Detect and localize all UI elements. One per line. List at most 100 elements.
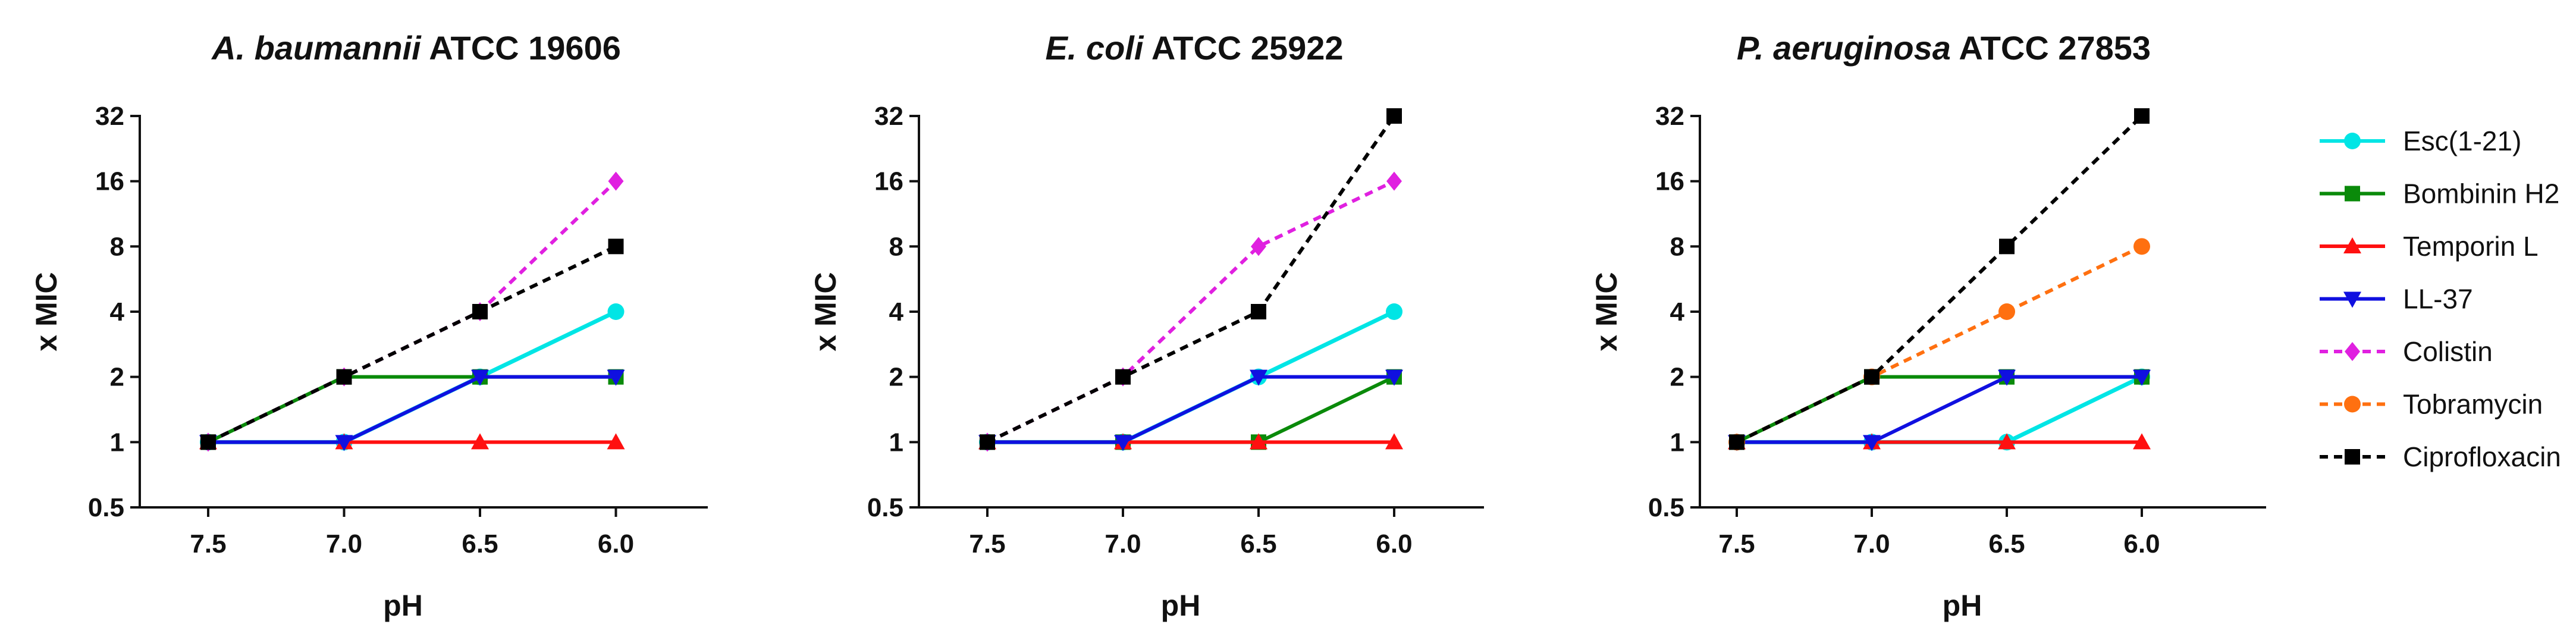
data-point [335, 435, 353, 451]
legend-item-ll-37: LL-37 [2320, 284, 2473, 315]
x-tick-label: 6.5 [1240, 529, 1276, 559]
data-point [1386, 171, 1402, 191]
data-point [980, 434, 995, 450]
legend-item-tobramycin: Tobramycin [2320, 389, 2543, 420]
data-point [1385, 433, 1403, 450]
data-point [1385, 369, 1403, 386]
legend-item-esc-1-21: Esc(1-21) [2320, 126, 2521, 156]
data-point [1863, 435, 1881, 451]
series-ciprofloxacin [980, 108, 1402, 450]
y-tick-label: 2 [889, 363, 903, 392]
data-point [336, 369, 352, 385]
y-tick-label: 16 [874, 167, 903, 196]
data-point [1251, 237, 1266, 256]
series-line [208, 375, 616, 444]
y-tick-label: 32 [95, 102, 124, 131]
y-axis-label: x MIC [30, 272, 63, 351]
x-tick-label: 7.5 [969, 529, 1005, 559]
y-tick-label: 0.5 [1648, 493, 1684, 522]
y-tick-label: 1 [110, 428, 124, 457]
y-tick-label: 1 [1670, 428, 1684, 457]
y-tick-label: 4 [889, 297, 904, 327]
data-point [607, 303, 625, 320]
y-tick-label: 1 [889, 428, 903, 457]
legend-label: Temporin L [2403, 231, 2539, 262]
legend-marker [2345, 449, 2360, 465]
y-tick-label: 0.5 [88, 493, 124, 522]
data-point [608, 239, 624, 255]
chart-panel-2: E. coli ATCC 25922 0.5 1 2 4 8 16 32 7.5 7.0 6.5 6.… [809, 29, 1484, 622]
legend-marker [2345, 342, 2360, 361]
data-point [2133, 238, 2150, 255]
legend-marker [2343, 237, 2361, 253]
data-point [607, 369, 625, 386]
data-point [1999, 239, 2015, 255]
data-point [1729, 434, 1744, 450]
data-point [1998, 369, 2016, 386]
y-tick-label: 0.5 [867, 493, 903, 522]
data-point [1998, 303, 2015, 320]
data-point [1114, 435, 1132, 451]
series-line [986, 179, 1395, 444]
data-point [1251, 304, 1266, 319]
series-ll-37 [978, 369, 1403, 451]
legend-label: Tobramycin [2403, 389, 2543, 420]
series-ll-37 [199, 369, 625, 451]
y-tick-label: 16 [1655, 167, 1684, 196]
data-point [472, 304, 488, 319]
series-line [987, 375, 1394, 444]
series-tobramycin [1728, 238, 2150, 451]
x-axis-label: pH [1161, 589, 1201, 622]
data-point [607, 433, 625, 450]
legend-marker [2344, 396, 2361, 413]
x-tick-label: 7.0 [326, 529, 362, 559]
series-line [207, 180, 617, 444]
data-point [471, 369, 489, 386]
legend-item-temporin-l: Temporin L [2320, 231, 2539, 262]
x-tick-label: 7.0 [1853, 529, 1890, 559]
legend-label: Ciprofloxacin [2403, 441, 2561, 472]
y-tick-label: 8 [1670, 232, 1684, 261]
data-point [1386, 108, 1402, 124]
legend-label: Bombinin H2 [2403, 178, 2559, 209]
legend: Esc(1-21) Bombinin H2 Temporin L LL-37 Colis… [2320, 126, 2561, 472]
legend-label: Esc(1-21) [2403, 126, 2521, 156]
chart-panel-1: A. baumannii ATCC 19606 0.5 1 2 4 8 16 32 7.5 7.0… [30, 29, 708, 622]
x-axis-label: pH [1943, 589, 1982, 622]
x-tick-label: 7.5 [190, 529, 226, 559]
data-point [1864, 369, 1880, 385]
data-point [608, 171, 624, 191]
chart-title: A. baumannii ATCC 19606 [211, 29, 621, 67]
legend-item-bombinin-h2: Bombinin H2 [2320, 178, 2559, 209]
y-tick-label: 32 [1655, 102, 1684, 131]
series-ciprofloxacin [200, 239, 624, 450]
x-tick-label: 6.0 [2123, 529, 2160, 559]
x-tick-label: 6.0 [598, 529, 634, 559]
y-tick-label: 8 [889, 232, 903, 261]
x-tick-label: 6.5 [1988, 529, 2025, 559]
x-axis-label: pH [383, 589, 423, 622]
data-point [2134, 108, 2150, 124]
series-ll-37 [1728, 369, 2151, 451]
series-line [1737, 375, 2142, 444]
x-tick-label: 7.0 [1105, 529, 1141, 559]
legend-item-ciprofloxacin: Ciprofloxacin [2320, 441, 2561, 472]
legend-label: Colistin [2403, 336, 2493, 367]
data-point [1115, 369, 1131, 385]
x-tick-label: 7.5 [1718, 529, 1755, 559]
y-tick-label: 2 [1670, 363, 1684, 392]
chart-title: E. coli ATCC 25922 [1045, 29, 1343, 67]
x-tick-label: 6.5 [462, 529, 498, 559]
y-tick-label: 4 [1670, 297, 1685, 327]
y-tick-label: 16 [95, 167, 124, 196]
data-point [1998, 433, 2016, 450]
data-point [2133, 369, 2151, 386]
y-tick-label: 4 [110, 297, 125, 327]
y-tick-label: 2 [110, 363, 124, 392]
chart-panel-3: P. aeruginosa ATCC 27853 0.5 1 2 4 8 16 32 7.5 7.… [1590, 29, 2266, 622]
data-point [1250, 433, 1267, 450]
legend-marker [2343, 291, 2361, 308]
chart-title: P. aeruginosa ATCC 27853 [1737, 29, 2151, 67]
y-tick-label: 8 [110, 232, 124, 261]
